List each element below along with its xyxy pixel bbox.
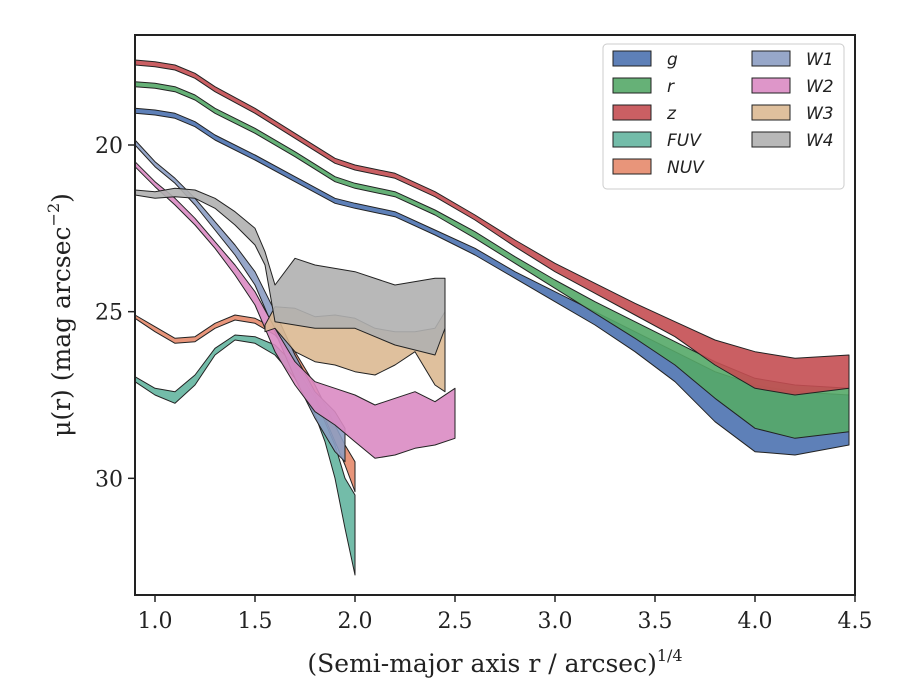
x-tick-label: 3.0 xyxy=(538,609,573,634)
x-tick-label: 3.5 xyxy=(638,609,673,634)
legend-label-z: z xyxy=(666,104,677,124)
series-band-w1 xyxy=(134,139,346,463)
legend-swatch-g xyxy=(612,50,652,67)
y-axis-ticks: 20 25 30 xyxy=(95,134,135,492)
legend-label-w2: W2 xyxy=(806,77,834,97)
x-axis-ticks: 1.0 1.5 2.0 2.5 3.0 3.5 4.0 4.5 xyxy=(138,595,873,634)
legend-label-nuv: NUV xyxy=(667,158,705,178)
x-axis-label: (Semi-major axis r / arcsec)1/4 xyxy=(307,646,682,678)
legend-swatch-z xyxy=(612,104,652,121)
y-axis-label: μ(r) (mag arcsec−2) xyxy=(44,193,76,437)
legend-swatch-fuv xyxy=(612,131,652,148)
y-axis-label-exponent: −2 xyxy=(44,203,63,227)
series-band-w4 xyxy=(134,187,446,356)
legend-swatch-r xyxy=(612,77,652,94)
legend-label-g: g xyxy=(667,50,678,70)
x-tick-label: 1.0 xyxy=(138,609,173,634)
legend-label-fuv: FUV xyxy=(667,131,702,151)
x-tick-label: 1.5 xyxy=(238,609,273,634)
legend-swatch-w2 xyxy=(751,77,791,94)
legend-label-w1: W1 xyxy=(806,50,834,70)
y-axis-label-tail: ) xyxy=(47,193,76,203)
legend-swatch-w4 xyxy=(751,131,791,148)
y-tick-label: 25 xyxy=(95,301,123,326)
legend-label-r: r xyxy=(667,77,675,97)
x-tick-label: 2.5 xyxy=(438,609,473,634)
x-tick-label: 2.0 xyxy=(338,609,373,634)
series-band-nuv xyxy=(134,314,356,493)
y-tick-label: 30 xyxy=(95,467,123,492)
series-layer xyxy=(134,59,850,576)
series-band-z xyxy=(134,59,850,396)
x-axis-label-text: (Semi-major axis r / arcsec) xyxy=(307,649,656,678)
legend-swatch-w1 xyxy=(751,50,791,67)
legend-label-w3: W3 xyxy=(806,104,834,124)
plot-frame xyxy=(134,34,856,596)
series-band-r xyxy=(134,81,850,439)
legend-label-w4: W4 xyxy=(806,131,834,151)
series-band-g xyxy=(134,107,850,456)
y-tick-label: 20 xyxy=(95,134,123,159)
legend-swatch-nuv xyxy=(612,158,652,175)
x-axis-label-exponent: 1/4 xyxy=(657,646,683,665)
y-axis-label-text: μ(r) (mag arcsec xyxy=(47,226,76,436)
legend-swatch-w3 xyxy=(751,104,791,121)
legend: grz FUV NUV W1 W2 W3 W4 xyxy=(602,43,845,190)
x-tick-label: 4.0 xyxy=(738,609,773,634)
x-tick-label: 4.5 xyxy=(838,609,873,634)
series-band-w2 xyxy=(134,161,456,459)
series-band-fuv xyxy=(134,334,356,576)
